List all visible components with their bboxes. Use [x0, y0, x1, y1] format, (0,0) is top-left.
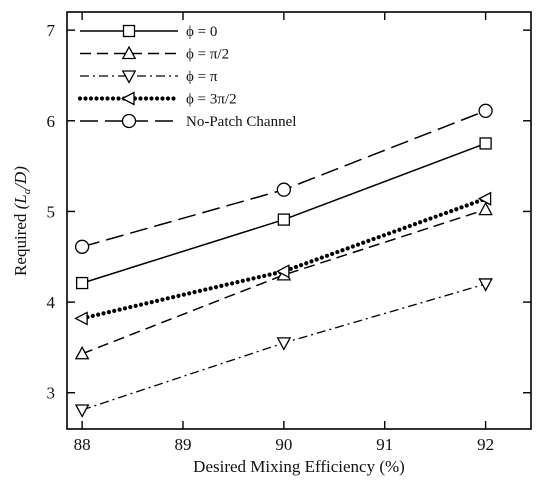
triangle-left-marker: [121, 91, 135, 106]
y-tick-label: 4: [47, 293, 56, 312]
series-line-1: [81, 142, 486, 284]
triangle-down-marker: [74, 404, 90, 418]
axis-ticks: 88 89 90 91 92 3 4 5 6 7: [47, 12, 531, 454]
series-line-5: [81, 110, 486, 248]
triangle-left-marker: [74, 311, 88, 326]
circle-marker: [478, 103, 493, 118]
y-axis-title-prefix: Required: [11, 209, 30, 276]
y-axis-title: Required (La/D): [11, 166, 33, 276]
y-axis-title-suffix: /D): [11, 166, 30, 190]
y-tick-label: 3: [47, 384, 56, 403]
triangle-up-marker: [478, 201, 493, 216]
y-tick-label: 5: [47, 202, 56, 221]
triangle-down-marker: [276, 337, 292, 351]
x-tick-label: 88: [74, 435, 91, 454]
triangle-down-marker: [121, 70, 137, 84]
series-line-2: [81, 208, 486, 355]
plot-area-frame: [66, 11, 532, 430]
circle-marker: [276, 182, 292, 197]
square-marker: [277, 213, 291, 226]
x-tick-label: 91: [376, 435, 393, 454]
legend-entry-label: ϕ = π: [186, 69, 218, 85]
x-tick-label: 89: [175, 435, 192, 454]
x-tick-label: 90: [275, 435, 292, 454]
triangle-up-marker: [74, 345, 90, 360]
y-axis-title-subscript: a: [21, 188, 33, 194]
y-tick-label: 7: [47, 21, 56, 40]
square-marker: [75, 276, 89, 290]
x-tick-label: 92: [477, 435, 494, 454]
legend-entry-label: ϕ = π/2: [186, 47, 229, 63]
square-marker: [479, 137, 492, 150]
series-markers: [74, 103, 493, 418]
series-lines: [79, 110, 488, 411]
triangle-left-marker: [477, 191, 492, 206]
legend-entry-label: No-Patch Channel: [186, 114, 296, 130]
square-marker: [122, 24, 136, 38]
triangle-down-marker: [478, 278, 493, 292]
y-axis-title-math: (L: [11, 194, 30, 209]
circle-marker: [74, 239, 90, 254]
legend-entry-label: ϕ = 3π/2: [186, 92, 237, 108]
circle-marker: [121, 113, 137, 129]
legend-entry-label: ϕ = 0: [186, 24, 217, 40]
y-tick-label: 6: [47, 112, 56, 131]
legend: ϕ = 0 ϕ = π/2 ϕ = π ϕ = 3π/2 No-Patch Channe…: [77, 24, 296, 130]
triangle-left-marker: [275, 264, 290, 279]
triangle-up-marker: [121, 45, 137, 60]
x-axis-title: Desired Mixing Efficiency (%): [193, 457, 405, 476]
